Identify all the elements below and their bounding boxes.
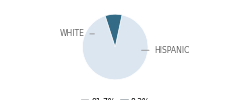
Legend: 91.7%, 8.3%: 91.7%, 8.3% [81, 98, 150, 100]
Wedge shape [105, 14, 122, 47]
Text: WHITE: WHITE [60, 29, 94, 38]
Text: HISPANIC: HISPANIC [142, 46, 190, 55]
Wedge shape [82, 15, 148, 80]
